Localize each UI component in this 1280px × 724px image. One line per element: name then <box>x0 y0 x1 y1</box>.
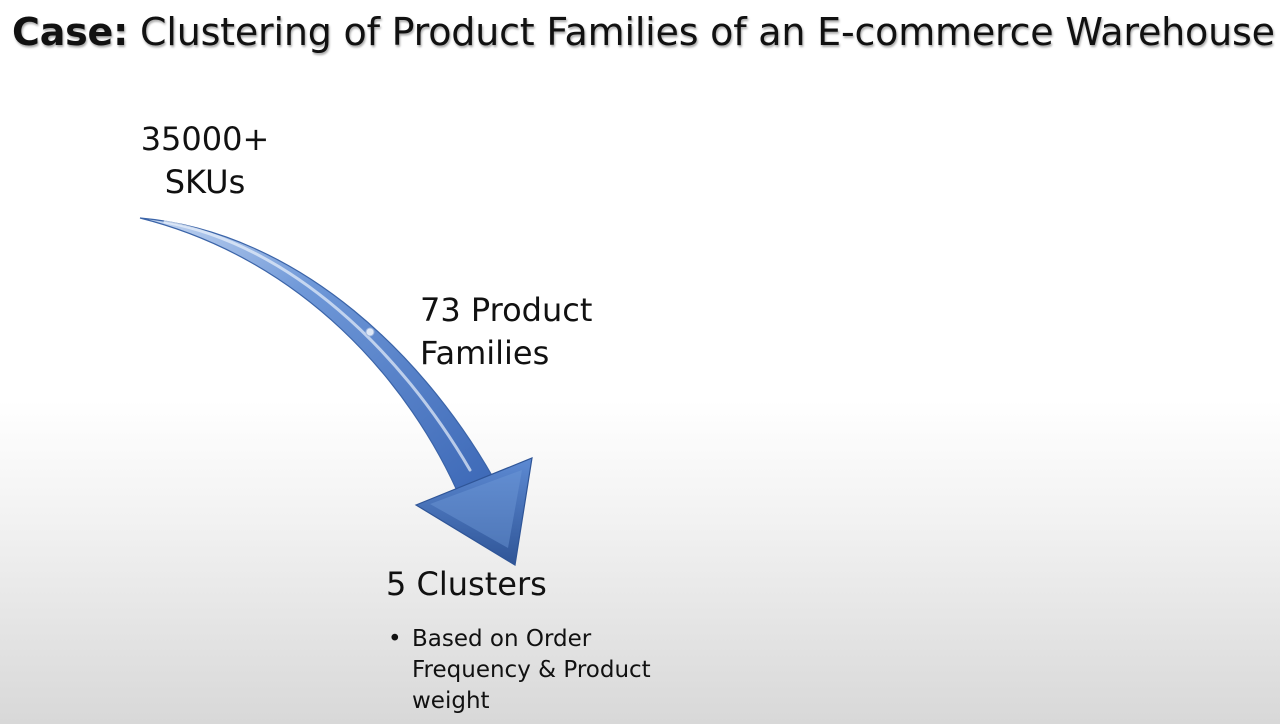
list-item: • Based on Order Frequency & Product weig… <box>386 624 676 717</box>
title-rest: Clustering of Product Families of an E-c… <box>128 10 1275 54</box>
arrow-head-shine <box>430 470 522 548</box>
title-lead: Case: <box>12 10 129 54</box>
stage-product-families: 73 Product Families <box>420 291 593 372</box>
arrow-highlight <box>163 220 472 472</box>
cluster-basis-list: • Based on Order Frequency & Product weig… <box>386 624 676 717</box>
stage-skus-label: SKUs <box>164 163 246 201</box>
arrow-dot <box>365 327 375 337</box>
bullet-icon: • <box>388 626 402 652</box>
bullet-text: Based on Order Frequency & Product weigh… <box>412 626 651 714</box>
stage-skus-count: 35000+ <box>140 120 270 158</box>
arrow-head <box>414 457 533 566</box>
slide-title: Case: Clustering of Product Families of … <box>12 8 1275 56</box>
stage-clusters: 5 Clusters <box>386 565 547 603</box>
stage-skus: 35000+ SKUs <box>140 118 270 204</box>
